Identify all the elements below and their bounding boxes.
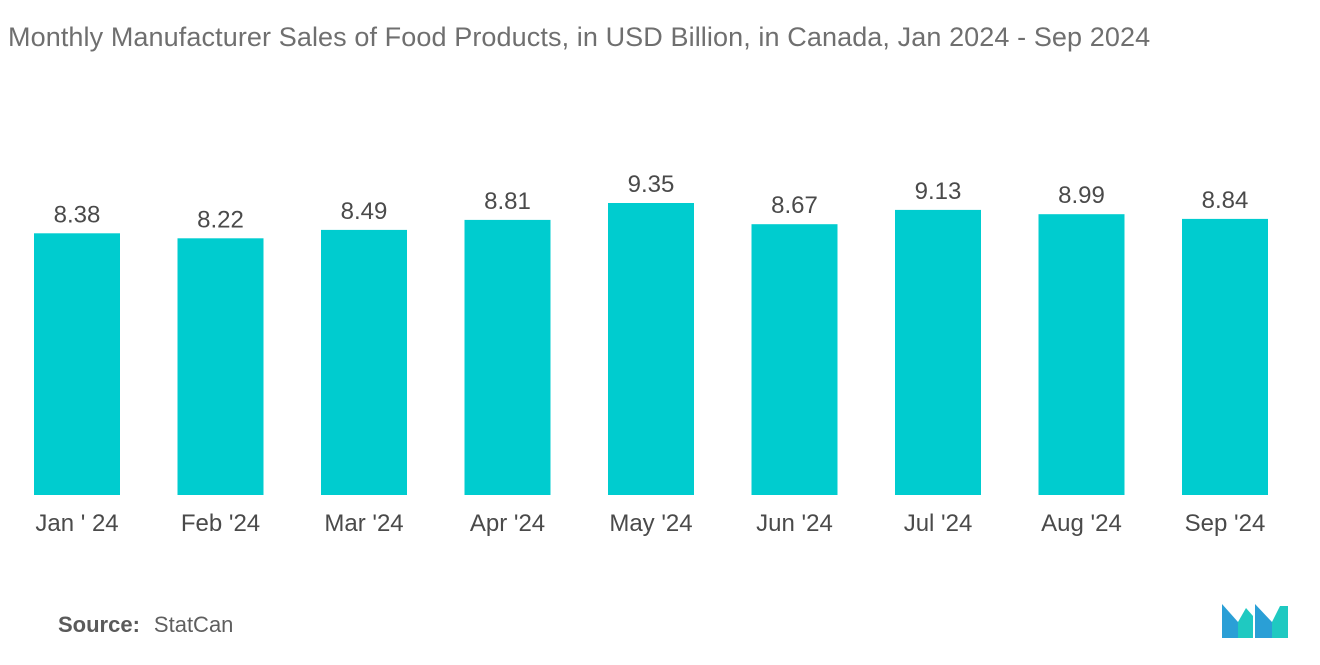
bar-8	[1182, 218, 1268, 495]
data-label-0: 8.38	[54, 201, 101, 228]
bar-1	[177, 238, 264, 496]
source-line: Source: StatCan	[58, 612, 233, 638]
data-label-7: 8.99	[1058, 182, 1105, 209]
data-label-4: 9.35	[628, 171, 675, 198]
chart-title: Monthly Manufacturer Sales of Food Produ…	[8, 22, 1151, 52]
mordor-intelligence-logo-icon	[1222, 604, 1288, 638]
x-tick-label-3: Apr '24	[470, 510, 545, 537]
data-label-5: 8.67	[771, 192, 818, 219]
x-tick-label-4: May '24	[609, 510, 692, 537]
bar-chart: 8.38 Jan ' 24 8.22 Feb '24 8.49 Mar '24 8.81 Ap…	[34, 171, 1268, 537]
bar-5	[751, 224, 838, 495]
x-tick-label-8: Sep '24	[1185, 510, 1266, 537]
bar-0	[34, 233, 120, 496]
x-tick-label-0: Jan ' 24	[35, 510, 118, 537]
bar-6	[895, 209, 981, 495]
x-tick-label-1: Feb '24	[181, 510, 260, 537]
source-label: Source:	[58, 612, 140, 637]
data-label-6: 9.13	[915, 178, 962, 205]
x-tick-label-2: Mar '24	[324, 510, 403, 537]
bar-4	[608, 203, 694, 495]
bar-3	[464, 219, 551, 495]
bar-2	[321, 229, 407, 495]
x-tick-label-5: Jun '24	[756, 510, 833, 537]
bar-7	[1038, 214, 1125, 495]
data-label-1: 8.22	[197, 206, 244, 233]
x-tick-label-6: Jul '24	[904, 510, 973, 537]
data-label-2: 8.49	[341, 198, 388, 225]
source-value: StatCan	[153, 612, 234, 637]
x-tick-label-7: Aug '24	[1041, 510, 1122, 537]
data-label-3: 8.81	[484, 188, 531, 215]
data-label-8: 8.84	[1202, 187, 1249, 214]
